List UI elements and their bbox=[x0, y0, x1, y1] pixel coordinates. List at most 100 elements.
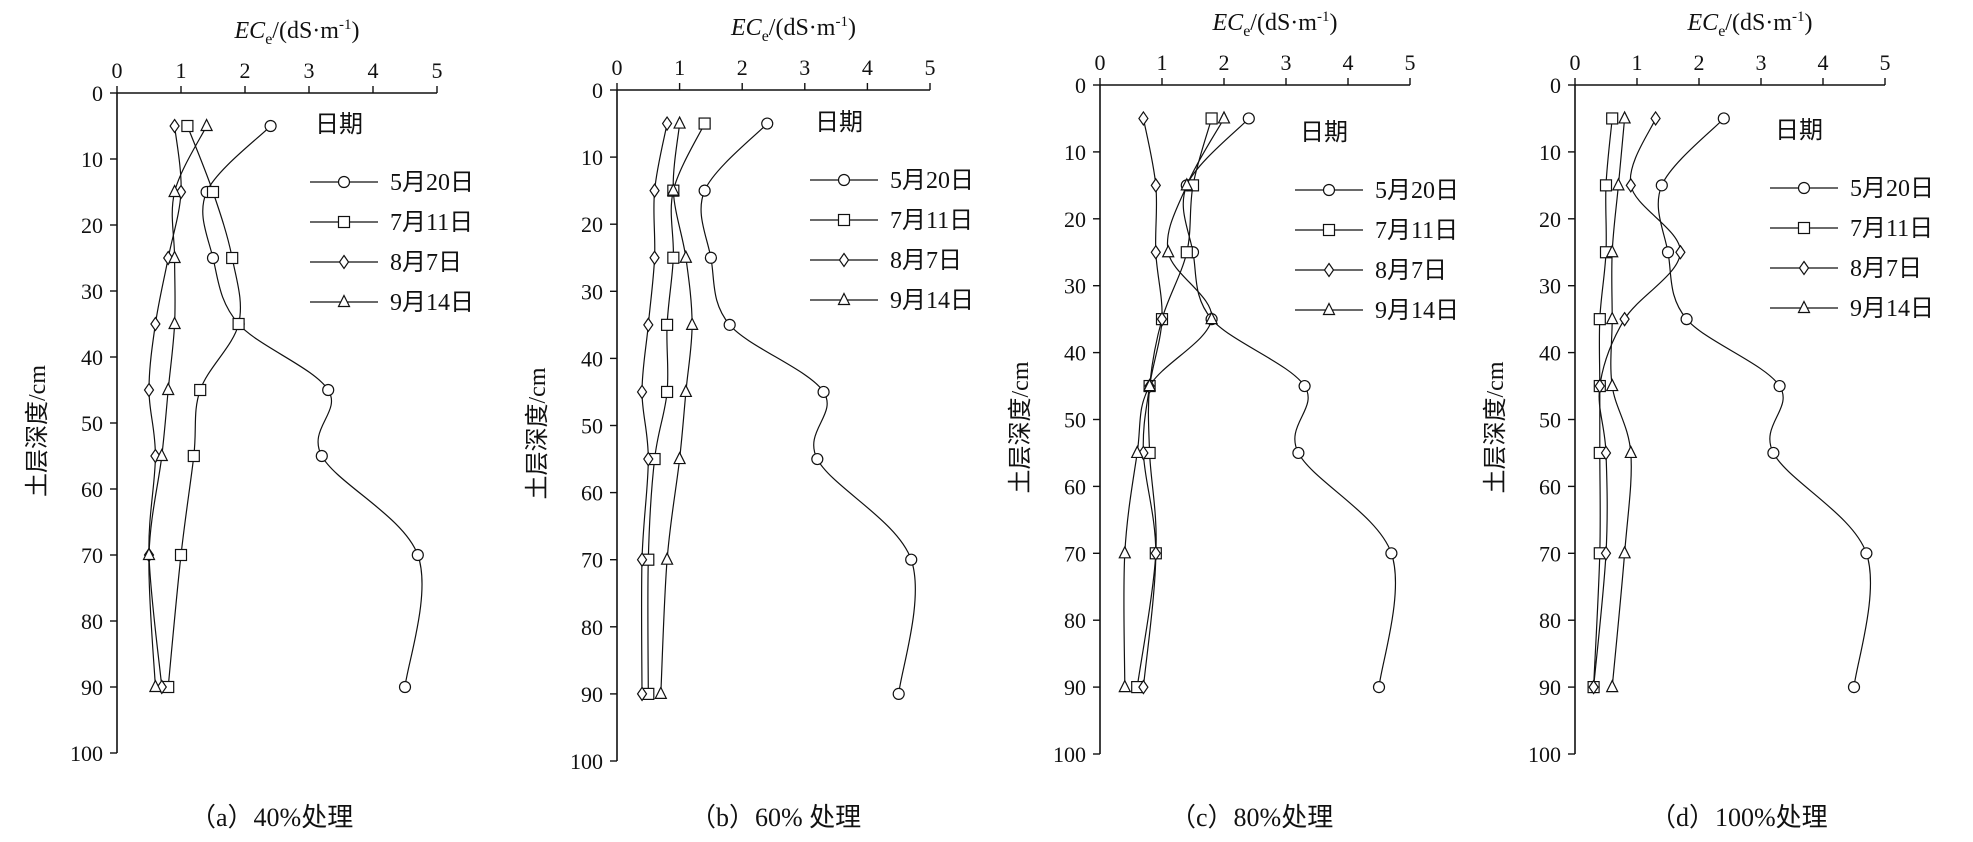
y-tick-label: 60 bbox=[581, 481, 603, 506]
data-point bbox=[1594, 378, 1606, 394]
x-axis-title-unit: /(dS·m bbox=[1725, 10, 1792, 36]
data-point bbox=[174, 548, 188, 562]
y-tick-label: 20 bbox=[1064, 207, 1086, 232]
series-line bbox=[700, 123, 916, 694]
series-1 bbox=[1655, 112, 1873, 694]
data-point bbox=[200, 118, 214, 132]
chart-panel-4: 0 1 2 3 4 50102030405060708090100ECe/(dS·m-1)… bbox=[1482, 9, 1934, 832]
legend: 日期 5月20日 7月11日 8月7日 9月14日 bbox=[1770, 118, 1934, 322]
y-tick-label: 40 bbox=[1539, 341, 1561, 366]
data-point bbox=[660, 385, 674, 399]
series-4 bbox=[1605, 110, 1638, 693]
series-4 bbox=[1118, 110, 1231, 693]
legend: 日期 5月20日 7月11日 8月7日 9月14日 bbox=[310, 112, 474, 316]
series-1 bbox=[200, 119, 424, 694]
data-point bbox=[636, 384, 648, 400]
legend-marker bbox=[1797, 221, 1811, 235]
x-axis-title-superscript: -1 bbox=[1317, 9, 1330, 25]
x-tick-label: 0 bbox=[1570, 50, 1581, 75]
data-point bbox=[654, 686, 668, 700]
y-tick-label: 10 bbox=[581, 145, 603, 170]
data-point bbox=[1605, 378, 1619, 392]
data-point bbox=[1118, 545, 1132, 559]
data-point bbox=[1588, 679, 1599, 695]
legend-item-2: 7月11日 bbox=[1295, 218, 1458, 244]
data-point bbox=[169, 118, 180, 134]
legend-label: 8月7日 bbox=[1375, 258, 1447, 284]
legend-marker bbox=[337, 294, 351, 308]
data-point bbox=[194, 383, 207, 397]
legend-label: 7月11日 bbox=[890, 208, 973, 234]
panel-caption: （c）80%处理 bbox=[1170, 803, 1333, 832]
data-point bbox=[1605, 679, 1619, 693]
x-axis-title-subscript: e bbox=[265, 31, 272, 48]
data-point bbox=[1773, 379, 1786, 393]
chart-panel-2: 0 1 2 3 4 50102030405060708090100ECe/(dS·m-1)… bbox=[524, 14, 974, 832]
x-tick-label: 2 bbox=[240, 58, 251, 83]
data-point bbox=[181, 119, 194, 133]
data-point bbox=[643, 451, 654, 467]
data-point bbox=[1205, 311, 1219, 325]
data-point bbox=[1655, 179, 1668, 192]
data-point bbox=[315, 449, 328, 463]
y-tick-label: 100 bbox=[70, 741, 103, 766]
x-tick-label: 5 bbox=[432, 58, 443, 83]
legend-marker bbox=[838, 252, 850, 268]
data-point bbox=[206, 185, 220, 199]
x-axis-title-subscript: e bbox=[1718, 23, 1725, 40]
series-line bbox=[1593, 118, 1613, 688]
legend-item-2: 7月11日 bbox=[810, 208, 973, 234]
series-1 bbox=[698, 117, 918, 701]
legend-item-3: 8月7日 bbox=[810, 248, 962, 274]
data-point bbox=[1385, 547, 1398, 560]
series-line bbox=[1142, 118, 1163, 688]
data-point bbox=[150, 316, 161, 332]
y-tick-label: 90 bbox=[81, 675, 103, 700]
data-point bbox=[1292, 446, 1305, 460]
x-tick-label: 2 bbox=[737, 55, 748, 80]
panel-caption: （b）60% 处理 bbox=[690, 803, 861, 832]
y-tick-label: 80 bbox=[81, 609, 103, 634]
data-point bbox=[704, 251, 718, 264]
series-line bbox=[1610, 118, 1632, 688]
data-point bbox=[667, 251, 680, 264]
y-tick-label: 20 bbox=[1539, 207, 1561, 232]
x-axis-title: ECe/(dS·m-1) bbox=[1687, 9, 1813, 40]
x-axis-title: ECe/(dS·m-1) bbox=[730, 14, 856, 45]
legend-label: 5月20日 bbox=[1850, 176, 1934, 202]
data-point bbox=[1242, 112, 1255, 125]
data-point bbox=[761, 117, 774, 130]
data-point bbox=[1600, 545, 1612, 561]
legend-marker bbox=[338, 254, 350, 270]
chart-panel-3: 0 1 2 3 4 50102030405060708090100ECe/(dS·m-1)… bbox=[1007, 9, 1459, 832]
legend-item-3: 8月7日 bbox=[1295, 258, 1447, 284]
x-axis-title-symbol: EC bbox=[1212, 10, 1245, 36]
x-tick-label: 5 bbox=[1880, 50, 1891, 75]
legend-item-4: 9月14日 bbox=[310, 290, 474, 316]
legend-marker bbox=[1797, 300, 1811, 314]
x-tick-label: 3 bbox=[1281, 50, 1292, 75]
y-tick-label: 80 bbox=[581, 615, 603, 640]
y-tick-label: 0 bbox=[592, 78, 603, 103]
series-line bbox=[1593, 118, 1682, 688]
x-tick-label: 1 bbox=[674, 55, 685, 80]
data-point bbox=[1847, 680, 1861, 694]
legend-title: 日期 bbox=[1775, 118, 1823, 144]
data-point bbox=[1143, 378, 1157, 392]
legend-item-2: 7月11日 bbox=[310, 210, 473, 236]
y-tick-label: 40 bbox=[81, 345, 103, 370]
y-tick-label: 60 bbox=[1539, 474, 1561, 499]
legend-label: 8月7日 bbox=[390, 250, 462, 276]
x-axis-title-symbol: EC bbox=[730, 15, 763, 41]
legend-item-1: 5月20日 bbox=[1770, 176, 1934, 202]
y-tick-label: 10 bbox=[1539, 140, 1561, 165]
data-point bbox=[1130, 445, 1144, 459]
data-point bbox=[1150, 177, 1162, 193]
series-line bbox=[1136, 118, 1213, 688]
x-axis-title-unit-end: ) bbox=[1804, 10, 1812, 36]
legend-marker bbox=[1322, 183, 1336, 197]
legend-marker bbox=[1323, 262, 1335, 278]
series-line bbox=[660, 123, 693, 694]
data-point bbox=[1150, 244, 1162, 260]
data-point bbox=[1650, 110, 1661, 127]
